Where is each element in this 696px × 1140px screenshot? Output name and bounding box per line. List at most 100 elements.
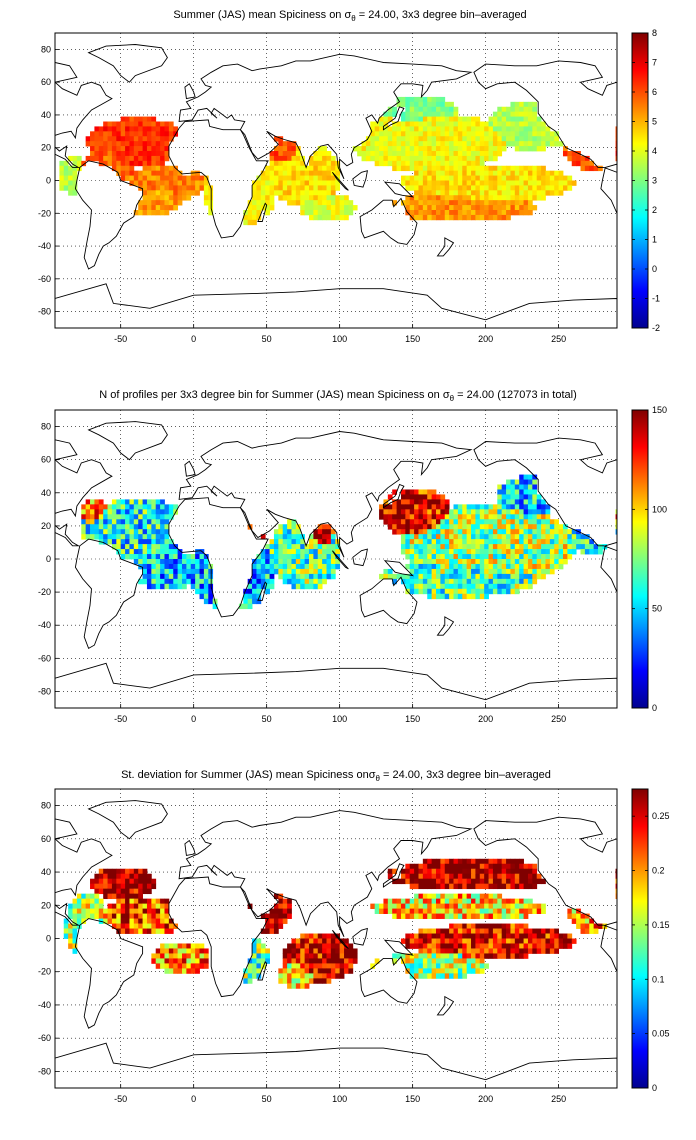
bin-cell [536, 544, 542, 550]
bin-cell [501, 126, 507, 132]
bin-cell [199, 573, 205, 580]
bin-cell [203, 583, 209, 590]
bin-cell [252, 568, 257, 575]
bin-cell [471, 863, 476, 870]
coastlines [55, 800, 617, 1088]
bin-cell [414, 146, 419, 152]
bin-cell [506, 210, 511, 216]
bin-cell [562, 549, 568, 555]
bin-cell [72, 190, 78, 196]
bin-cell [190, 185, 196, 191]
bin-cell [129, 121, 135, 127]
bin-cell [414, 568, 419, 575]
bin-cell [304, 938, 310, 944]
bin-cell [116, 544, 122, 550]
bin-cell [405, 160, 411, 167]
bin-cell [576, 160, 581, 167]
bin-cell [449, 146, 454, 152]
bin-cell [173, 549, 179, 555]
bin-cell [164, 141, 170, 147]
bin-cell [405, 494, 411, 500]
bin-cell [449, 583, 454, 590]
bin-cell [501, 913, 507, 919]
bin-cell [554, 524, 560, 530]
bin-cell [479, 878, 485, 885]
bin-cell [527, 106, 533, 113]
bin-cell [282, 165, 288, 172]
bin-cell [506, 568, 511, 575]
bin-cell [558, 563, 564, 570]
bin-cell [177, 963, 183, 969]
bin-cell [247, 219, 253, 226]
colorbar-gradient [631, 788, 649, 1089]
bin-cell [514, 489, 520, 495]
bin-cell [151, 170, 157, 176]
bin-cell [317, 146, 323, 152]
bin-cell [453, 948, 459, 954]
bin-cell [405, 554, 411, 560]
bin-cell [444, 893, 450, 900]
bin-cell [374, 146, 380, 152]
bin-cell [247, 598, 253, 605]
bin-cell [562, 529, 568, 535]
bin-cell [431, 175, 437, 181]
bin-cell [475, 893, 481, 900]
coastline-new-zealand [436, 237, 455, 257]
bin-cell [186, 175, 192, 181]
bin-cell [466, 205, 472, 211]
bin-cell [514, 559, 520, 565]
bin-cell [151, 568, 157, 575]
bin-cell [514, 578, 520, 585]
bin-cell [291, 524, 297, 530]
bin-cell [541, 504, 546, 510]
coastline-eurasia [178, 810, 473, 938]
bin-cell [181, 195, 187, 201]
bin-cell [457, 953, 463, 959]
bin-cell [322, 195, 327, 201]
bin-cell [151, 928, 157, 934]
bin-cell [475, 928, 481, 934]
bin-cell [536, 190, 542, 196]
bin-cell [414, 509, 419, 515]
bin-cell [155, 563, 161, 570]
bin-cell [168, 131, 174, 137]
bin-cell [63, 175, 69, 181]
bin-cell [317, 559, 323, 565]
bin-cell [396, 126, 402, 132]
bin-cell [471, 883, 476, 890]
bin-cell [59, 185, 65, 191]
bin-cell [466, 923, 472, 929]
bin-cell [322, 953, 327, 959]
bin-cell [471, 958, 476, 964]
bin-cell [98, 519, 104, 525]
bin-cell [98, 908, 104, 914]
bin-cell [514, 116, 520, 122]
bin-cell [514, 524, 520, 530]
bin-cell [330, 205, 336, 211]
bin-cell [453, 210, 459, 216]
bin-cell [326, 563, 332, 570]
bin-cell [444, 868, 450, 875]
bin-cell [471, 963, 476, 969]
x-tick-label: 0 [191, 1094, 196, 1104]
bin-cell [396, 903, 402, 909]
bin-cell [85, 136, 91, 142]
bin-cell [269, 578, 275, 585]
bin-cell [282, 529, 288, 535]
bin-cell [138, 878, 143, 885]
bin-cell [435, 913, 441, 919]
bin-cell [252, 953, 257, 959]
bin-cell [63, 923, 69, 929]
bin-cell [435, 948, 441, 954]
bin-cell [418, 529, 424, 535]
bin-cell [510, 948, 516, 954]
bin-cell [409, 111, 415, 117]
bin-cell [475, 863, 481, 870]
bin-cell [138, 514, 143, 520]
bin-cell [98, 903, 104, 909]
bin-cell [444, 938, 450, 944]
bin-cell [103, 888, 108, 895]
bin-cell [111, 918, 117, 924]
bin-cell [405, 573, 411, 580]
bin-cell [462, 568, 468, 575]
